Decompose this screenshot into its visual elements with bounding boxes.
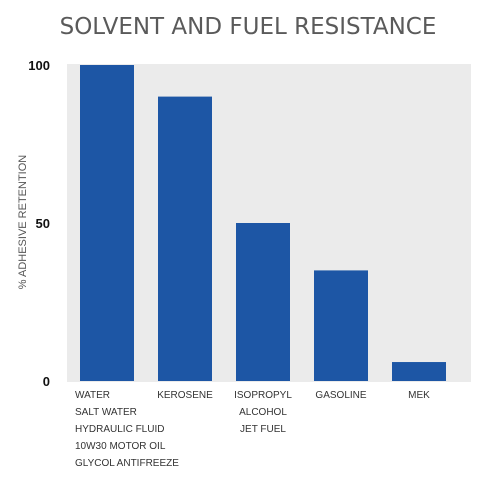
x-tick-label: MEK (408, 390, 430, 401)
y-tick-label: 100 (28, 58, 50, 73)
bar (158, 96, 212, 381)
y-tick-label: 50 (36, 216, 50, 231)
y-axis-label: % ADHESIVE RETENTION (17, 155, 29, 290)
bar (236, 223, 290, 381)
x-tick-label: KEROSENE (157, 390, 213, 401)
x-tick-label: ALCOHOL (239, 407, 287, 418)
x-tick-label: JET FUEL (240, 424, 286, 435)
bar (80, 65, 134, 381)
x-tick-label: ISOPROPYL (234, 390, 292, 401)
x-tick-label: GASOLINE (315, 390, 366, 401)
bar (314, 270, 368, 381)
x-tick-label: GLYCOL ANTIFREEZE (75, 458, 179, 469)
y-tick-label: 0 (43, 374, 50, 389)
x-tick-label: HYDRAULIC FLUID (75, 424, 164, 435)
chart-title: SOLVENT AND FUEL RESISTANCE (60, 14, 437, 40)
x-tick-label: SALT WATER (75, 407, 137, 418)
bar (392, 362, 446, 381)
x-tick-label: WATER (75, 390, 110, 401)
x-tick-label: 10W30 MOTOR OIL (75, 441, 166, 452)
